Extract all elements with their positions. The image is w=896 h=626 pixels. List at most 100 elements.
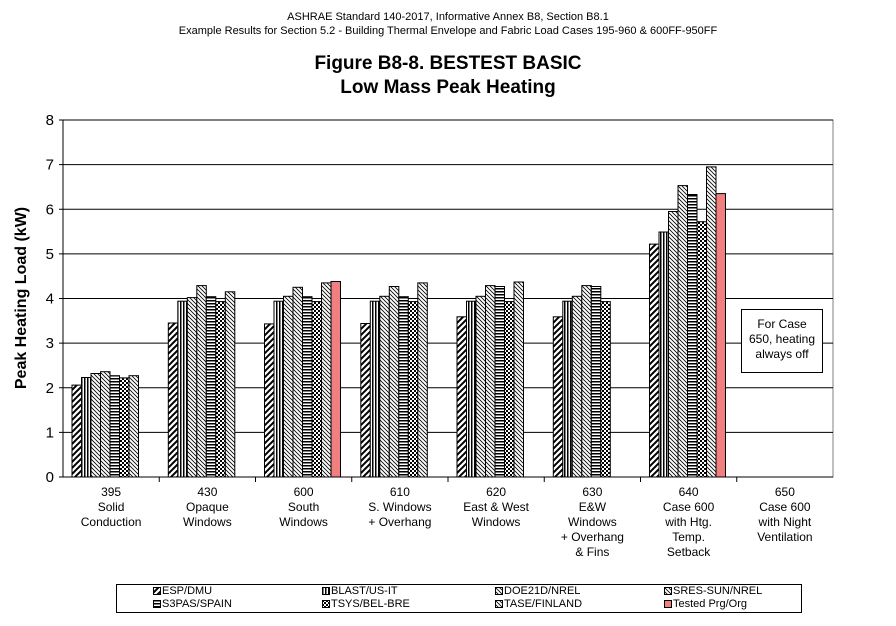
bar-tase-finland-430 — [224, 291, 236, 478]
bar-sres-sun-nrel-395 — [100, 371, 111, 478]
y-tick-label: 3 — [46, 335, 54, 352]
case-650-note: For Case 650, heating always off — [741, 309, 823, 373]
bar-tsys-bel-bre-630 — [600, 301, 611, 478]
bar-blast-us-it-610 — [369, 300, 381, 478]
legend-swatch — [153, 587, 161, 595]
y-tick-label: 4 — [46, 291, 54, 308]
x-tick-label: Conduction — [81, 515, 142, 529]
y-tick-label: 6 — [46, 201, 54, 218]
legend-label: TSYS/BEL-BRE — [331, 598, 410, 610]
y-tick-label: 1 — [46, 424, 54, 441]
legend-label: SRES-SUN/NREL — [673, 585, 763, 597]
bar-tase-finland-600 — [321, 282, 332, 478]
bar-sres-sun-nrel-640 — [677, 185, 688, 478]
x-tick-label: Opaque — [186, 500, 229, 514]
bar-esp-dmu-620 — [456, 316, 467, 478]
bar-tsys-bel-bre-600 — [311, 301, 322, 478]
bar-blast-us-it-395 — [81, 377, 92, 478]
x-tick-label: 640 — [679, 485, 699, 499]
bar-esp-dmu-600 — [264, 323, 275, 478]
bar-tsys-bel-bre-395 — [119, 377, 130, 478]
x-tick-label: 430 — [197, 485, 217, 499]
bar-doe21d-nrel-430 — [186, 297, 198, 478]
legend-label: S3PAS/SPAIN — [162, 598, 232, 610]
bar-s3pas-spain-610 — [398, 296, 409, 478]
note-line-2: 650, heating — [748, 332, 816, 346]
y-axis-label: Peak Heating Load (kW) — [13, 207, 30, 389]
x-tick-label: 650 — [775, 485, 795, 499]
note-line-3: always off — [755, 347, 809, 361]
x-tick-label: South — [288, 500, 319, 514]
y-tick-labels: 0 1 2 3 4 5 6 7 8 — [46, 112, 63, 486]
bar-doe21d-nrel-640 — [668, 211, 679, 478]
x-tick-label: 610 — [390, 485, 410, 499]
bar-tsys-bel-bre-620 — [504, 301, 515, 478]
legend-label: BLAST/US-IT — [331, 585, 398, 597]
x-tick-label: Case 600 — [759, 500, 811, 514]
header-line-1: ASHRAE Standard 140-2017, Informative An… — [287, 11, 609, 23]
legend-swatch — [322, 587, 330, 595]
legend-swatch — [495, 587, 503, 595]
bar-esp-dmu-640 — [649, 243, 660, 478]
bar-s3pas-spain-630 — [590, 286, 602, 478]
bar-tase-finland-620 — [513, 281, 524, 478]
bar-blast-us-it-640 — [658, 231, 669, 478]
bar-sres-sun-nrel-610 — [388, 286, 400, 478]
bar-sres-sun-nrel-620 — [485, 285, 496, 478]
bar-doe21d-nrel-630 — [571, 295, 583, 478]
legend-swatch — [495, 600, 503, 608]
legend: ESP/DMU BLAST/US-IT DOE21D/NREL SRES-SUN/NR… — [116, 584, 802, 613]
x-tick-label: Windows — [279, 515, 328, 529]
bar-s3pas-spain-430 — [205, 296, 217, 478]
x-tick-label: Temp. — [672, 530, 705, 544]
bar-tase-finland-610 — [417, 282, 428, 478]
x-tick-label: Setback — [667, 545, 711, 559]
x-tick-label: with Htg. — [664, 515, 712, 529]
bar-blast-us-it-600 — [273, 300, 284, 478]
bar-doe21d-nrel-600 — [283, 295, 294, 478]
note-line-1: For Case — [757, 317, 807, 331]
bar-doe21d-nrel-395 — [90, 373, 101, 478]
x-tick-label: + Overhang — [561, 530, 624, 544]
x-tick-label: Windows — [183, 515, 232, 529]
bar-tested-prg-org-600 — [330, 281, 341, 478]
bar-tase-finland-395 — [128, 375, 139, 478]
bar-tsys-bel-bre-430 — [215, 301, 226, 478]
bar-esp-dmu-630 — [552, 316, 564, 478]
chart-subtitle: Low Mass Peak Heating — [340, 77, 556, 98]
bar-tsys-bel-bre-610 — [407, 301, 419, 478]
header-line-2: Example Results for Section 5.2 - Buildi… — [178, 25, 718, 37]
legend-swatch — [153, 600, 161, 608]
legend-swatch — [664, 587, 672, 595]
x-tick-labels: 395SolidConduction430OpaqueWindows600Sou… — [81, 477, 813, 559]
bar-sres-sun-nrel-430 — [196, 285, 207, 478]
y-tick-label: 7 — [46, 157, 54, 174]
bar-blast-us-it-430 — [177, 300, 188, 478]
bar-sres-sun-nrel-600 — [292, 286, 303, 478]
x-tick-label: Ventilation — [757, 530, 812, 544]
bar-tsys-bel-bre-640 — [696, 221, 707, 478]
x-tick-label: & Fins — [575, 545, 609, 559]
x-tick-label: 395 — [101, 485, 121, 499]
bar-s3pas-spain-620 — [494, 286, 505, 478]
bar-esp-dmu-395 — [71, 384, 82, 478]
legend-swatch — [322, 600, 330, 608]
bar-sres-sun-nrel-630 — [581, 285, 592, 478]
bar-blast-us-it-620 — [466, 300, 477, 478]
bar-blast-us-it-630 — [562, 300, 573, 478]
y-tick-label: 0 — [46, 469, 54, 486]
bar-s3pas-spain-600 — [302, 296, 313, 478]
bar-esp-dmu-430 — [167, 322, 179, 478]
bar-tase-finland-640 — [706, 166, 717, 478]
x-tick-label: 600 — [294, 485, 314, 499]
x-tick-label: Windows — [472, 515, 521, 529]
x-tick-label: Solid — [98, 500, 125, 514]
x-tick-label: + Overhang — [368, 515, 431, 529]
y-tick-label: 8 — [46, 112, 54, 129]
legend-label: Tested Prg/Org — [673, 598, 747, 610]
legend-swatch — [664, 600, 672, 608]
x-tick-label: Case 600 — [663, 500, 715, 514]
legend-label: DOE21D/NREL — [504, 585, 581, 597]
x-tick-label: East & West — [463, 500, 529, 514]
